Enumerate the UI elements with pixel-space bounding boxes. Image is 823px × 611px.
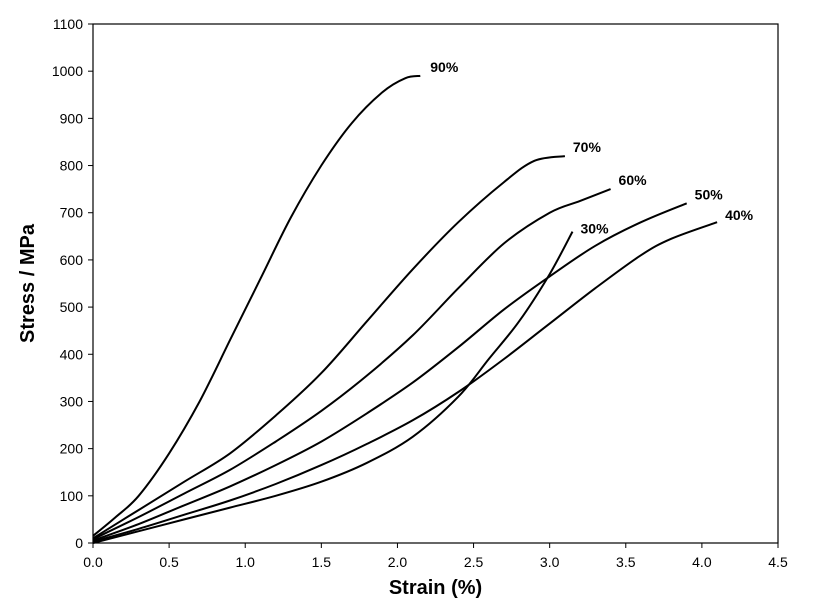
y-tick-label: 1100 xyxy=(53,16,83,32)
y-tick-label: 200 xyxy=(60,441,84,457)
series-label-50pct: 50% xyxy=(695,186,724,202)
y-tick-label: 400 xyxy=(60,346,84,362)
x-tick-label: 4.5 xyxy=(768,554,788,570)
series-line-70pct xyxy=(92,155,566,540)
x-tick-label: 3.0 xyxy=(540,554,560,570)
series-line-60pct xyxy=(92,188,611,541)
x-tick-label: 1.5 xyxy=(312,554,332,570)
series-line-90pct xyxy=(92,74,421,537)
y-tick-label: 600 xyxy=(60,252,84,268)
y-tick-label: 0 xyxy=(75,535,83,551)
series-lines xyxy=(92,74,718,544)
series-label-60pct: 60% xyxy=(619,172,648,188)
x-tick-label: 2.0 xyxy=(388,554,408,570)
plot-area-frame xyxy=(92,23,779,544)
y-tick-label: 100 xyxy=(60,488,84,504)
series-label-90pct: 90% xyxy=(430,59,459,75)
x-tick-label: 4.0 xyxy=(692,554,712,570)
y-axis-title: Stress / MPa xyxy=(17,223,39,343)
series-line-50pct xyxy=(92,202,688,542)
axis-ticks: 0 100 200 300 400 500 600 700 800 900 1000 1100 0.0 0… xyxy=(52,16,788,570)
y-tick-label: 800 xyxy=(60,158,84,174)
x-tick-label: 0.5 xyxy=(159,554,179,570)
x-tick-label: 3.5 xyxy=(616,554,636,570)
series-label-70pct: 70% xyxy=(573,139,602,155)
series-label-30pct: 30% xyxy=(581,221,610,237)
y-tick-label: 900 xyxy=(60,110,84,126)
x-tick-label: 2.5 xyxy=(464,554,484,570)
series-line-30pct xyxy=(92,231,574,544)
x-axis-title: Strain (%) xyxy=(389,577,482,599)
series-labels: 90% 70% 60% 50%40% 30% xyxy=(430,59,753,237)
y-tick-label: 1000 xyxy=(52,63,83,79)
series-line-40pct xyxy=(92,221,718,543)
y-tick-label: 300 xyxy=(60,393,84,409)
y-tick-label: 700 xyxy=(60,205,84,221)
x-tick-label: 0.0 xyxy=(83,554,103,570)
x-tick-label: 1.0 xyxy=(235,554,255,570)
y-tick-label: 500 xyxy=(60,299,84,315)
series-label-40pct: 40% xyxy=(725,207,754,223)
